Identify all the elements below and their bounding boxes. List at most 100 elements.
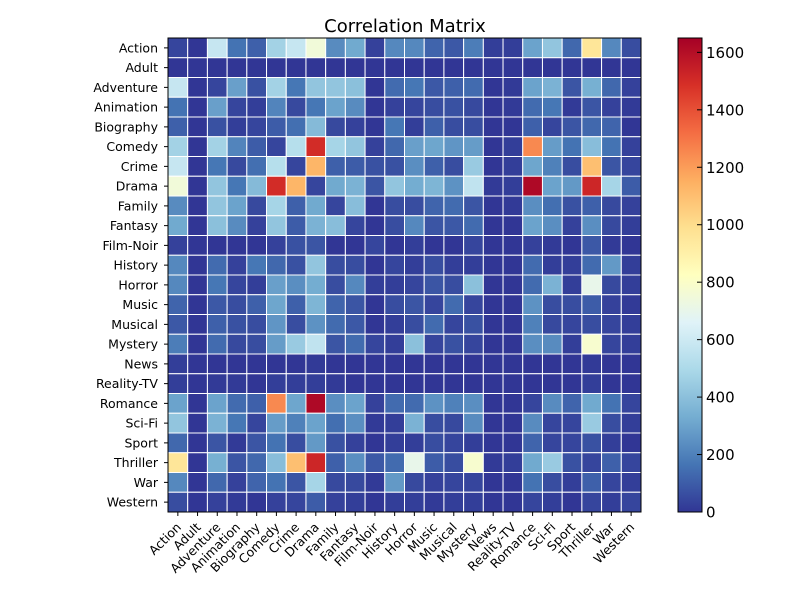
heatmap-cell-family-western	[620, 195, 642, 217]
heatmap-cell-horror-thriller	[581, 274, 603, 296]
heatmap-cell-comedy-fantasy	[344, 136, 366, 157]
heatmap-cell-biography-adult	[187, 116, 208, 138]
heatmap-cell-action-horror	[404, 37, 425, 59]
heatmap-cell-war-music	[423, 472, 445, 493]
y-tick-label: Mystery	[108, 337, 158, 352]
heatmap-cell-musical-family	[325, 314, 346, 335]
heatmap-cell-mystery-action	[167, 333, 189, 355]
heatmap-cell-thriller-mystery	[463, 452, 484, 473]
heatmap-cell-animation-war	[601, 96, 622, 118]
heatmap-cell-thriller-family	[325, 452, 346, 473]
heatmap-cell-horror-mystery	[463, 274, 484, 296]
heatmap-cell-war-sport	[561, 472, 583, 493]
heatmap-cell-history-music	[423, 254, 445, 276]
heatmap-cell-western-sport	[561, 491, 583, 513]
heatmap-cell-romance-fantasy	[344, 393, 366, 414]
heatmap-cell-sport-horror	[404, 432, 425, 454]
heatmap-cell-film-noir-sport	[561, 235, 583, 256]
heatmap-cell-history-horror	[404, 254, 425, 276]
heatmap-cell-film-noir-thriller	[581, 235, 603, 256]
heatmap-cell-western-animation	[226, 491, 248, 513]
heatmap-cell-reality-tv-adventure	[206, 373, 228, 394]
heatmap-cell-fantasy-music	[423, 215, 445, 236]
heatmap-cell-crime-western	[620, 156, 642, 177]
heatmap-cell-thriller-news	[482, 452, 504, 473]
heatmap-cell-drama-thriller	[581, 175, 603, 197]
heatmap-cell-news-animation	[226, 353, 248, 375]
heatmap-cell-war-family	[325, 472, 346, 493]
heatmap-cell-mystery-music	[423, 333, 445, 355]
heatmap-cell-reality-tv-news	[482, 373, 504, 394]
heatmap-cell-comedy-crime	[285, 136, 307, 157]
heatmap-cell-family-news	[482, 195, 504, 217]
heatmap-cell-adventure-musical	[443, 77, 465, 98]
heatmap-cell-fantasy-history	[384, 215, 406, 236]
heatmap-cell-musical-action	[167, 314, 189, 335]
heatmap-cell-adult-thriller	[581, 57, 603, 78]
heatmap-cell-animation-drama	[305, 96, 327, 118]
heatmap-cell-drama-biography	[246, 175, 268, 197]
colorbar-tick-label: 400	[706, 389, 735, 407]
heatmap-cell-history-sci-fi	[541, 254, 563, 276]
heatmap-cell-thriller-adventure	[206, 452, 228, 473]
heatmap-cell-news-horror	[404, 353, 425, 375]
heatmap-cell-history-action	[167, 254, 189, 276]
heatmap-cell-biography-western	[620, 116, 642, 138]
heatmap-cell-comedy-music	[423, 136, 445, 157]
heatmap-cell-family-film-noir	[364, 195, 386, 217]
heatmap-cell-western-romance	[522, 491, 543, 513]
heatmap-cell-film-noir-musical	[443, 235, 465, 256]
y-tick-label: Horror	[118, 277, 158, 292]
heatmap-cell-sci-fi-animation	[226, 412, 248, 434]
colorbar-tick-label: 600	[706, 331, 735, 349]
heatmap-cell-sport-music	[423, 432, 445, 454]
heatmap-cell-reality-tv-fantasy	[344, 373, 366, 394]
heatmap-cell-film-noir-western	[620, 235, 642, 256]
heatmap-cell-western-adventure	[206, 491, 228, 513]
heatmap-cell-animation-musical	[443, 96, 465, 118]
heatmap-cell-romance-music	[423, 393, 445, 414]
heatmap-cell-romance-history	[384, 393, 406, 414]
heatmap-cell-news-adult	[187, 353, 208, 375]
heatmap-cell-mystery-crime	[285, 333, 307, 355]
heatmap-cell-fantasy-action	[167, 215, 189, 236]
heatmap-cell-family-action	[167, 195, 189, 217]
heatmap-cell-sport-thriller	[581, 432, 603, 454]
heatmap-cell-comedy-history	[384, 136, 406, 157]
heatmap-cell-music-war	[601, 294, 622, 315]
heatmap-cell-family-romance	[522, 195, 543, 217]
heatmap-cell-family-war	[601, 195, 622, 217]
heatmap-cell-animation-sport	[561, 96, 583, 118]
heatmap-cell-mystery-adult	[187, 333, 208, 355]
heatmap-cell-music-fantasy	[344, 294, 366, 315]
heatmap-cell-drama-film-noir	[364, 175, 386, 197]
heatmap-cell-crime-action	[167, 156, 189, 177]
heatmap-cell-news-adventure	[206, 353, 228, 375]
heatmap-cell-musical-horror	[404, 314, 425, 335]
heatmap-cell-western-adult	[187, 491, 208, 513]
heatmap-cell-action-adult	[187, 37, 208, 59]
heatmap-cell-reality-tv-history	[384, 373, 406, 394]
heatmap-cell-western-reality-tv	[502, 491, 524, 513]
heatmap-cell-horror-sci-fi	[541, 274, 563, 296]
heatmap-cell-adventure-crime	[285, 77, 307, 98]
y-tick-label: Crime	[121, 159, 159, 174]
heatmap-cell-romance-mystery	[463, 393, 484, 414]
heatmap-cell-crime-comedy	[266, 156, 287, 177]
heatmap-cell-comedy-sci-fi	[541, 136, 563, 157]
heatmap-cell-history-film-noir	[364, 254, 386, 276]
heatmap-cell-drama-mystery	[463, 175, 484, 197]
heatmap-cell-animation-film-noir	[364, 96, 386, 118]
heatmap-cell-romance-crime	[285, 393, 307, 414]
heatmap-cell-romance-drama	[305, 393, 327, 414]
heatmap-cell-sport-romance	[522, 432, 543, 454]
heatmap-cell-history-crime	[285, 254, 307, 276]
heatmap-cell-romance-adult	[187, 393, 208, 414]
heatmap-cell-horror-animation	[226, 274, 248, 296]
heatmap-cell-musical-adult	[187, 314, 208, 335]
heatmap-cell-comedy-biography	[246, 136, 268, 157]
heatmap-cell-comedy-adult	[187, 136, 208, 157]
y-tick-label: Romance	[100, 396, 158, 411]
heatmap-cell-reality-tv-animation	[226, 373, 248, 394]
heatmap-cell-reality-tv-sci-fi	[541, 373, 563, 394]
